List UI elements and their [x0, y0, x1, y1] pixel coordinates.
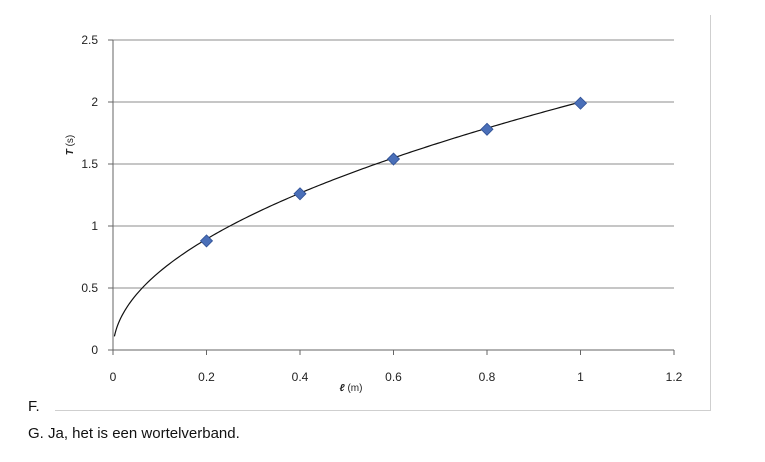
- x-tick-label-0.6: 0.6: [385, 370, 402, 384]
- data-point-1: [573, 96, 588, 110]
- data-point-0.4: [293, 187, 307, 201]
- x-axis-unit: (m): [345, 383, 363, 394]
- y-tick-labels: 0 0.5 1 1.5 2 2.5: [81, 33, 98, 357]
- axes: [108, 39, 675, 355]
- y-tick-label-0: 0: [91, 343, 98, 357]
- x-tick-label-0.2: 0.2: [198, 370, 215, 384]
- data-points: [199, 96, 588, 248]
- y-axis-label: T (s): [65, 135, 76, 156]
- y-tick-label-1: 1: [91, 219, 98, 233]
- x-tick-label-0: 0: [110, 370, 117, 384]
- x-tick-label-0.8: 0.8: [479, 370, 496, 384]
- y-tick-label-2: 2: [91, 95, 98, 109]
- data-point-0.6: [386, 152, 401, 166]
- y-tick-label-0.5: 0.5: [81, 281, 98, 295]
- data-point-0.8: [480, 122, 494, 136]
- x-axis-label: ℓ (m): [340, 383, 363, 394]
- item-g-answer: G. Ja, het is een wortelverband.: [28, 425, 240, 442]
- chart-frame: 0 0.5 1 1.5 2 2.5 0 0.2 0.4 0.6 0.8 1 1.2 T (s) ℓ (…: [55, 15, 711, 411]
- x-tick-label-0.4: 0.4: [292, 370, 309, 384]
- y-tick-label-2.5: 2.5: [81, 33, 98, 47]
- item-f-label: F.: [28, 398, 40, 415]
- x-tick-label-1: 1: [577, 370, 584, 384]
- trendline-curve: [113, 101, 581, 337]
- y-axis-symbol: T: [65, 148, 76, 155]
- y-tick-label-1.5: 1.5: [81, 157, 98, 171]
- chart-plot: 0 0.5 1 1.5 2 2.5 0 0.2 0.4 0.6 0.8 1 1.2 T (s) ℓ (…: [65, 33, 683, 394]
- x-axis-symbol: ℓ: [340, 383, 346, 394]
- trendline: [113, 101, 581, 337]
- x-tick-label-1.2: 1.2: [666, 370, 683, 384]
- x-tick-labels: 0 0.2 0.4 0.6 0.8 1 1.2: [110, 370, 683, 384]
- y-axis-unit: (s): [65, 135, 76, 149]
- data-point-0.2: [199, 234, 214, 248]
